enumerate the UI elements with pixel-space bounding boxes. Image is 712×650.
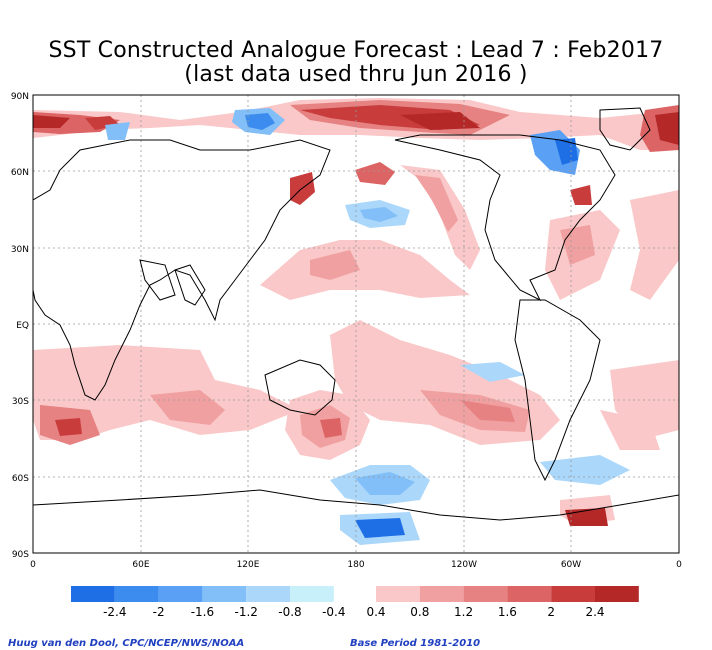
- lon-label-60w: 60W: [561, 560, 581, 570]
- lat-label-30s: 30S: [12, 397, 29, 407]
- graticule: [33, 95, 679, 553]
- colorbar-swatch-negative-0: [71, 586, 115, 602]
- colorbar-swatch-negative-1: [114, 586, 159, 602]
- colorbar-tick-label: -2.4: [103, 605, 126, 619]
- lon-label-0-end: 0: [676, 560, 682, 570]
- colorbar: -2.4 -2 -1.6 -1.2 -0.8 -0.4 0.4 0.8 1.2 1.6 2 2.4: [71, 586, 639, 619]
- lon-label-120w: 120W: [451, 560, 477, 570]
- colorbar-swatch-negative-5: [290, 586, 334, 602]
- colorbar-swatch-positive-5: [595, 586, 639, 602]
- lat-label-30n: 30N: [11, 245, 29, 255]
- colorbar-tick-label: 0.4: [366, 605, 385, 619]
- colorbar-tick-label: 2.4: [585, 605, 604, 619]
- colorbar-tick-label: -0.4: [322, 605, 345, 619]
- colorbar-tick-label: -2: [153, 605, 165, 619]
- credit-author: Huug van den Dool, CPC/NCEP/NWS/NOAA: [8, 638, 245, 649]
- coastlines: [33, 107, 679, 521]
- map-frame: [32, 94, 680, 554]
- lon-label-0: 0: [30, 560, 36, 570]
- colorbar-tick-label: 1.6: [498, 605, 517, 619]
- colorbar-swatch-positive-3: [507, 586, 552, 602]
- colorbar-tick-label: -1.6: [191, 605, 214, 619]
- colorbar-swatch-positive-0: [376, 586, 420, 602]
- chart-subtitle: (last data used thru Jun 2016 ): [184, 62, 528, 87]
- lat-label-90s: 90S: [12, 550, 29, 560]
- lon-label-180: 180: [347, 560, 364, 570]
- colorbar-tick-label: -1.2: [234, 605, 257, 619]
- colorbar-tick-label: 0.8: [410, 605, 429, 619]
- colorbar-swatch-positive-2: [463, 586, 508, 602]
- colorbar-tick-label: -0.8: [278, 605, 301, 619]
- colorbar-swatch-negative-4: [246, 586, 290, 602]
- lat-label-90n: 90N: [11, 92, 29, 102]
- lat-label-60s: 60S: [12, 474, 29, 484]
- lon-label-60e: 60E: [132, 560, 149, 570]
- anomaly-shading: [33, 98, 679, 545]
- colorbar-swatch-positive-1: [419, 586, 464, 602]
- colorbar-swatch-negative-3: [202, 586, 247, 602]
- colorbar-swatch-negative-2: [158, 586, 203, 602]
- chart-title: SST Constructed Analogue Forecast : Lead…: [48, 38, 664, 63]
- lat-label-60n: 60N: [11, 168, 29, 178]
- colorbar-swatch-positive-4: [551, 586, 595, 602]
- colorbar-tick-label: 2: [547, 605, 555, 619]
- lat-label-eq: EQ: [16, 321, 29, 331]
- colorbar-tick-label: 1.2: [454, 605, 473, 619]
- lon-label-120e: 120E: [237, 560, 260, 570]
- credit-base-period: Base Period 1981-2010: [350, 638, 481, 649]
